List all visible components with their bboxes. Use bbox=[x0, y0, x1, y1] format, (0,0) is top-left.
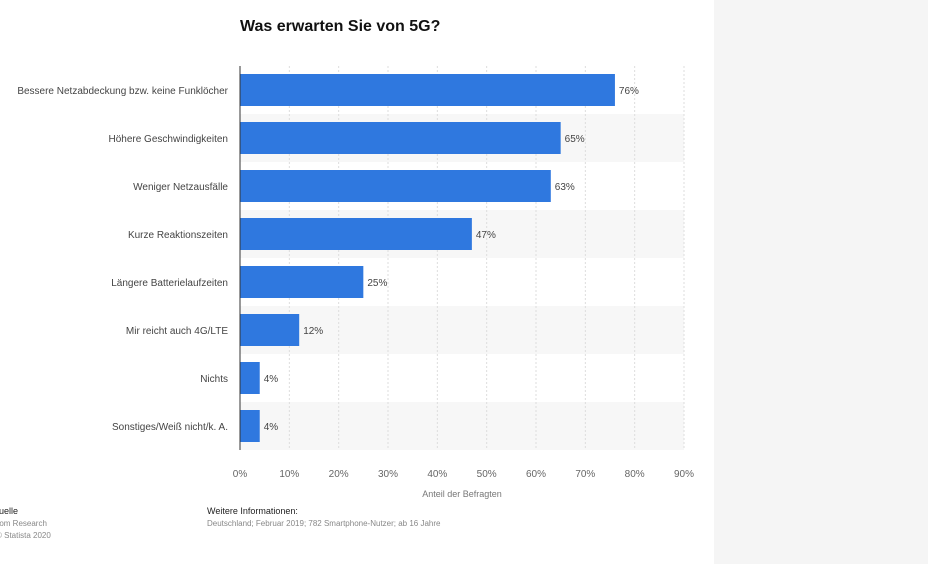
data-label: 12% bbox=[303, 326, 323, 337]
bar bbox=[240, 218, 472, 250]
data-label: 63% bbox=[555, 182, 575, 193]
category-label: Höhere Geschwindigkeiten bbox=[108, 134, 228, 145]
category-label: Bessere Netzabdeckung bzw. keine Funklöc… bbox=[17, 86, 228, 97]
data-label: 76% bbox=[619, 86, 639, 97]
x-tick-label: 0% bbox=[233, 469, 248, 480]
category-label: Sonstiges/Weiß nicht/k. A. bbox=[112, 422, 228, 433]
bar bbox=[240, 74, 615, 106]
info-title: Weitere Informationen: bbox=[207, 506, 298, 516]
bar bbox=[240, 362, 260, 394]
bar-chart: Bessere Netzabdeckung bzw. keine Funklöc… bbox=[17, 66, 694, 499]
category-label: Mir reicht auch 4G/LTE bbox=[126, 326, 228, 337]
data-label: 65% bbox=[565, 134, 585, 145]
bar bbox=[240, 410, 260, 442]
x-tick-label: 70% bbox=[575, 469, 595, 480]
x-tick-label: 40% bbox=[427, 469, 447, 480]
bar bbox=[240, 314, 300, 346]
category-label: Längere Batterielaufzeiten bbox=[111, 278, 228, 289]
category-label: Weniger Netzausfälle bbox=[133, 182, 228, 193]
bar bbox=[240, 170, 551, 202]
info-text: Deutschland; Februar 2019; 782 Smartphon… bbox=[207, 519, 441, 528]
x-tick-label: 60% bbox=[526, 469, 546, 480]
row-background bbox=[240, 402, 684, 450]
category-label: Kurze Reaktionszeiten bbox=[128, 230, 228, 241]
x-tick-label: 50% bbox=[477, 469, 497, 480]
data-label: 47% bbox=[476, 230, 496, 241]
chart-title: Was erwarten Sie von 5G? bbox=[240, 18, 441, 35]
source-title: Quelle bbox=[0, 506, 19, 516]
data-label: 4% bbox=[264, 374, 279, 385]
x-tick-label: 30% bbox=[378, 469, 398, 480]
bar bbox=[240, 266, 364, 298]
x-axis-label: Anteil der Befragten bbox=[422, 489, 502, 499]
x-tick-label: 90% bbox=[674, 469, 694, 480]
row-background bbox=[240, 354, 684, 402]
source-line: Bitkom Research bbox=[0, 519, 47, 528]
category-label: Nichts bbox=[200, 374, 228, 385]
x-tick-label: 20% bbox=[329, 469, 349, 480]
row-background bbox=[240, 306, 684, 354]
data-label: 4% bbox=[264, 422, 279, 433]
source-line: © Statista 2020 bbox=[0, 531, 51, 540]
x-tick-label: 80% bbox=[625, 469, 645, 480]
x-tick-label: 10% bbox=[279, 469, 299, 480]
data-label: 25% bbox=[367, 278, 387, 289]
bar bbox=[240, 122, 561, 154]
